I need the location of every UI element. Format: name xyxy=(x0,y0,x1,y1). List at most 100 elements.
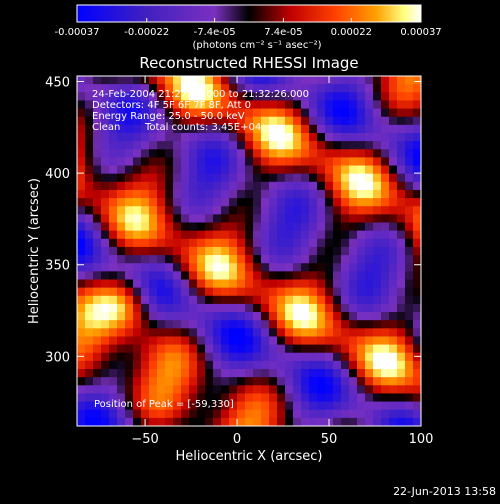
heatmap-cell xyxy=(133,76,142,85)
heatmap-cell xyxy=(413,360,421,370)
heatmap-cell xyxy=(213,287,222,297)
heatmap-cell xyxy=(325,116,334,126)
heatmap-cell xyxy=(189,181,198,191)
heatmap-cell xyxy=(293,369,302,378)
heatmap-cell xyxy=(253,222,262,232)
heatmap-cell xyxy=(157,401,166,411)
heatmap-cell xyxy=(133,336,142,346)
heatmap-cell xyxy=(237,303,246,313)
heatmap-cell xyxy=(101,198,110,207)
heatmap-cell xyxy=(181,328,190,338)
heatmap-cell xyxy=(93,181,102,191)
heatmap-cell xyxy=(325,84,334,93)
heatmap-cell xyxy=(349,157,358,167)
heatmap-cell xyxy=(165,352,174,362)
heatmap-cell xyxy=(77,165,86,175)
heatmap-cell xyxy=(93,385,102,395)
heatmap-cell xyxy=(165,198,174,207)
heatmap-cell xyxy=(221,287,230,297)
heatmap-cell xyxy=(261,173,270,183)
heatmap-cell xyxy=(341,287,350,297)
heatmap-cell xyxy=(349,246,358,256)
heatmap-cell xyxy=(109,303,118,313)
heatmap-cell xyxy=(117,279,126,289)
heatmap-cell xyxy=(245,328,254,338)
heatmap-cell xyxy=(357,157,366,167)
heatmap-cell xyxy=(293,336,302,346)
heatmap-cell xyxy=(181,141,190,150)
heatmap-cell xyxy=(245,360,254,370)
heatmap-cell xyxy=(101,214,110,224)
heatmap-cell xyxy=(205,263,214,272)
heatmap-cell xyxy=(357,344,366,354)
heatmap-cell xyxy=(293,189,302,199)
heatmap-cell xyxy=(205,92,214,102)
heatmap-cell xyxy=(309,214,318,224)
heatmap-cell xyxy=(389,206,398,215)
heatmap-cell xyxy=(277,108,286,118)
heatmap-cell xyxy=(309,263,318,272)
heatmap-cell xyxy=(293,360,302,370)
heatmap-cell xyxy=(349,409,358,419)
heatmap-cell xyxy=(85,214,94,224)
heatmap-cell xyxy=(293,141,302,150)
heatmap-cell xyxy=(405,246,414,256)
heatmap-cell xyxy=(325,352,334,362)
heatmap-cell xyxy=(245,84,254,93)
heatmap-cell xyxy=(165,132,174,142)
x-tick-label: −50 xyxy=(131,432,158,447)
heatmap-cell xyxy=(333,279,342,289)
heatmap-cell xyxy=(389,238,398,248)
heatmap-cell xyxy=(245,149,254,158)
heatmap-cell xyxy=(213,238,222,248)
heatmap-cell xyxy=(213,124,222,134)
heatmap-cell xyxy=(197,76,206,85)
heatmap-cell xyxy=(157,377,166,386)
heatmap-cell xyxy=(101,181,110,191)
heatmap-cell xyxy=(117,287,126,297)
heatmap-cell xyxy=(77,238,86,248)
heatmap-cell xyxy=(397,303,406,313)
heatmap-cell xyxy=(309,76,318,85)
heatmap-cell xyxy=(389,141,398,150)
heatmap-cell xyxy=(189,124,198,134)
heatmap-cell xyxy=(221,157,230,167)
heatmap-cell xyxy=(229,279,238,289)
heatmap-cell xyxy=(149,165,158,175)
heatmap-cell xyxy=(397,100,406,110)
heatmap-cell xyxy=(229,100,238,110)
heatmap-cell xyxy=(77,295,86,305)
heatmap-cell xyxy=(301,198,310,207)
heatmap-cell xyxy=(405,76,414,85)
heatmap-cell xyxy=(325,173,334,183)
heatmap-cell xyxy=(165,76,174,85)
heatmap-cell xyxy=(397,238,406,248)
heatmap-cell xyxy=(413,271,421,281)
heatmap-cell xyxy=(157,238,166,248)
heatmap-cell xyxy=(109,76,118,85)
heatmap-cell xyxy=(229,173,238,183)
heatmap-cell xyxy=(197,141,206,150)
heatmap-cell xyxy=(269,287,278,297)
heatmap-cell xyxy=(357,238,366,248)
heatmap-cell xyxy=(341,377,350,386)
heatmap-cell xyxy=(357,116,366,126)
heatmap-cell xyxy=(349,165,358,175)
heatmap-cell xyxy=(229,255,238,264)
heatmap-cell xyxy=(133,124,142,134)
heatmap-cell xyxy=(293,255,302,264)
heatmap-cell xyxy=(165,360,174,370)
heatmap-cell xyxy=(341,181,350,191)
heatmap-cell xyxy=(173,206,182,215)
heatmap-cell xyxy=(101,409,110,419)
heatmap-cell xyxy=(357,132,366,142)
heatmap-cell xyxy=(349,222,358,232)
heatmap-cell xyxy=(237,312,246,321)
heatmap-cell xyxy=(221,401,230,411)
heatmap-cell xyxy=(229,92,238,102)
heatmap-cell xyxy=(77,141,86,150)
heatmap-cell xyxy=(285,92,294,102)
heatmap-cell xyxy=(253,173,262,183)
heatmap-cell xyxy=(285,279,294,289)
